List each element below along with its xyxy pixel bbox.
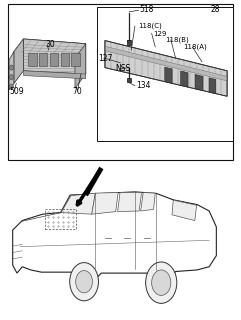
Circle shape [10,65,13,70]
Bar [60,53,69,66]
Circle shape [70,263,99,301]
Polygon shape [105,46,227,81]
Polygon shape [209,78,216,94]
Text: 518: 518 [140,5,154,14]
Bar [127,40,131,45]
Polygon shape [118,193,141,212]
Text: 30: 30 [45,40,55,49]
Circle shape [146,262,177,303]
Text: 129: 129 [153,30,166,36]
Polygon shape [14,39,86,58]
Text: NSS: NSS [116,64,131,73]
Text: 509: 509 [9,87,24,96]
Polygon shape [23,71,86,79]
Bar [71,53,80,66]
Text: 118(B): 118(B) [165,36,188,43]
Polygon shape [14,39,23,84]
Bar [8,4,233,160]
Polygon shape [61,193,95,214]
Circle shape [10,75,13,80]
Circle shape [76,270,93,293]
Polygon shape [13,192,216,279]
Text: 28: 28 [210,5,220,14]
Text: 134: 134 [136,81,151,90]
Bar [45,209,76,228]
Circle shape [152,270,171,295]
Text: 70: 70 [73,87,82,96]
Polygon shape [75,44,86,88]
Text: 118(C): 118(C) [139,23,162,29]
Bar [97,7,233,141]
Polygon shape [141,193,155,211]
Polygon shape [181,71,188,87]
Polygon shape [92,193,118,214]
Circle shape [10,84,13,89]
Polygon shape [172,200,197,220]
Bar [127,78,131,82]
Bar [28,53,37,66]
Text: 127: 127 [98,53,112,62]
Polygon shape [23,39,86,74]
Polygon shape [105,41,227,96]
Polygon shape [9,52,14,90]
Bar [39,53,47,66]
Text: 118(A): 118(A) [183,44,207,50]
Polygon shape [195,75,203,91]
Bar [50,53,58,66]
Polygon shape [165,67,172,84]
